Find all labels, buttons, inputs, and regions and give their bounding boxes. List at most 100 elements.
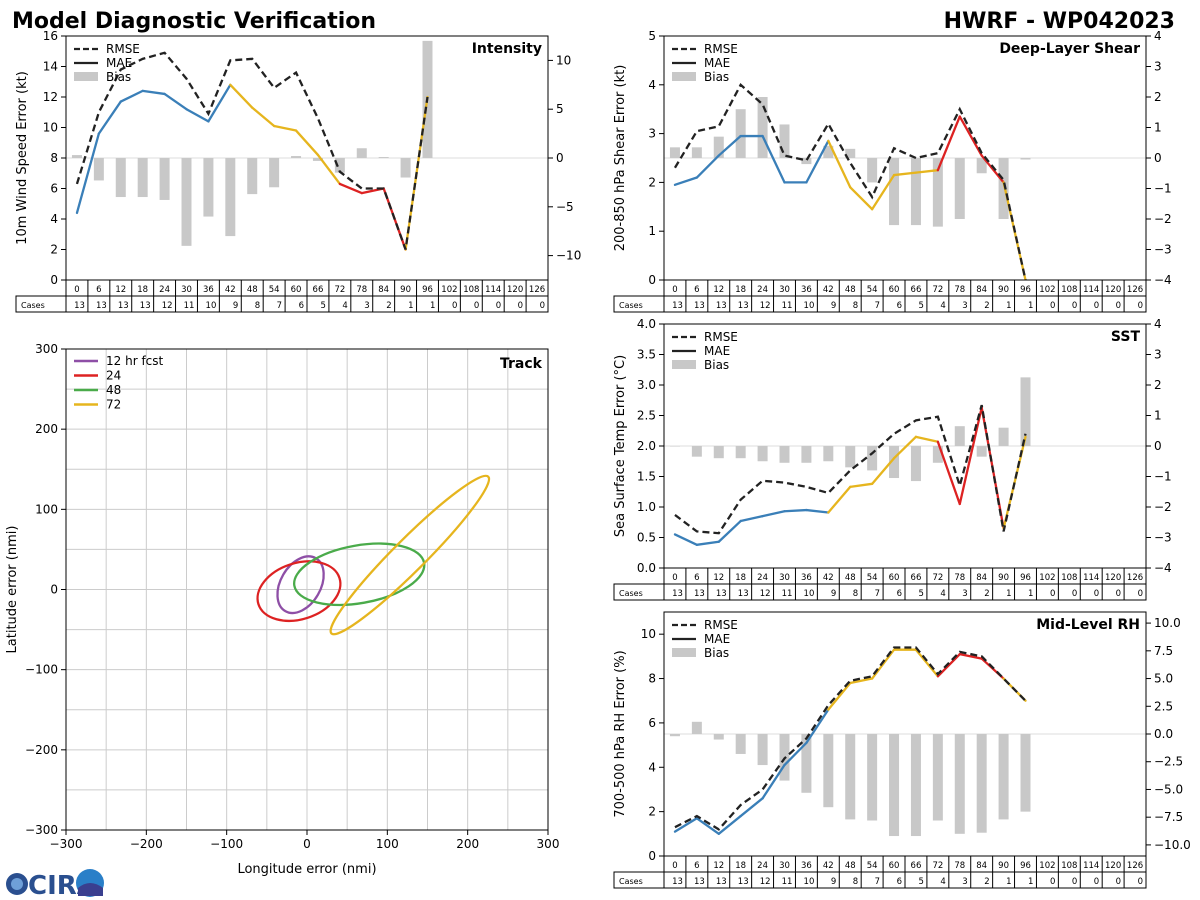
y-tick-label: −300 bbox=[25, 823, 58, 837]
case-count: 13 bbox=[672, 301, 683, 311]
legend-mae-label: MAE bbox=[704, 632, 730, 646]
mae-segment bbox=[827, 139, 852, 189]
y-tick-label: 10 bbox=[641, 627, 656, 641]
case-count: 3 bbox=[962, 301, 967, 311]
forecast-hour-label: 114 bbox=[1083, 573, 1099, 583]
forecast-hour-label: 66 bbox=[911, 573, 922, 583]
cases-row bbox=[15, 295, 549, 313]
case-count: 0 bbox=[1050, 877, 1055, 887]
case-count: 4 bbox=[342, 301, 347, 311]
forecast-hour-label: 96 bbox=[1020, 285, 1031, 295]
case-count: 3 bbox=[962, 589, 967, 599]
case-count: 0 bbox=[1094, 589, 1099, 599]
case-count: 13 bbox=[672, 877, 683, 887]
forecast-hour-label: 42 bbox=[823, 285, 834, 295]
y2-tick-label: 10 bbox=[556, 53, 571, 67]
forecast-hour-label: 90 bbox=[400, 285, 411, 295]
case-count: 1 bbox=[430, 301, 435, 311]
case-count: 1 bbox=[1006, 877, 1011, 887]
y2-tick-label: −2 bbox=[1154, 212, 1172, 226]
forecast-hour-label: 12 bbox=[713, 573, 724, 583]
figure-title: Model Diagnostic Verification bbox=[12, 9, 376, 34]
bias-bar bbox=[691, 721, 702, 734]
forecast-hour-label: 54 bbox=[867, 861, 878, 871]
bias-bar bbox=[801, 158, 812, 165]
legend-bias-label: Bias bbox=[704, 70, 729, 84]
x-tick-label: 100 bbox=[376, 837, 399, 851]
forecast-hour-label: 108 bbox=[1061, 861, 1077, 871]
forecast-hour-label: 114 bbox=[1083, 285, 1099, 295]
bias-bar bbox=[691, 446, 702, 457]
bias-bar bbox=[1020, 377, 1031, 446]
bias-bar bbox=[1020, 734, 1031, 812]
case-count: 13 bbox=[738, 301, 749, 311]
forecast-hour-label: 78 bbox=[954, 861, 965, 871]
forecast-hour-label: 60 bbox=[291, 285, 302, 295]
y-tick-label: 12 bbox=[43, 90, 58, 104]
case-count: 0 bbox=[1138, 301, 1143, 311]
bias-bar bbox=[1020, 158, 1031, 160]
bias-bar bbox=[823, 446, 834, 462]
x-tick-label: 0 bbox=[303, 837, 311, 851]
forecast-hour-label: 42 bbox=[823, 573, 834, 583]
bias-bar bbox=[181, 158, 192, 246]
case-count: 0 bbox=[452, 301, 457, 311]
case-count: 0 bbox=[1072, 301, 1077, 311]
mae-segment bbox=[783, 741, 808, 767]
case-count: 3 bbox=[962, 877, 967, 887]
forecast-hour-label: 102 bbox=[1039, 861, 1055, 871]
bias-bar bbox=[735, 109, 746, 158]
bias-bar bbox=[334, 158, 345, 173]
y-tick-label: 0 bbox=[50, 273, 58, 287]
mae-segment bbox=[695, 154, 720, 179]
mae-segment bbox=[761, 134, 786, 184]
mae-segment bbox=[97, 100, 122, 135]
rmse-series-line bbox=[673, 82, 1027, 281]
case-count: 0 bbox=[1072, 877, 1077, 887]
forecast-hour-label: 30 bbox=[779, 861, 790, 871]
mae-segment bbox=[958, 115, 983, 157]
error-ellipse-72 bbox=[329, 474, 491, 636]
y-tick-label: 0 bbox=[50, 583, 58, 597]
y2-tick-label: 0 bbox=[1154, 151, 1162, 165]
mae-segment bbox=[717, 134, 742, 157]
mae-segment bbox=[761, 763, 786, 800]
bias-bar bbox=[735, 734, 746, 754]
forecast-hour-label: 108 bbox=[1061, 285, 1077, 295]
bias-bar bbox=[998, 734, 1009, 820]
case-count: 11 bbox=[782, 589, 793, 599]
bias-bar bbox=[976, 734, 987, 833]
bias-bar bbox=[889, 734, 900, 837]
y2-tick-label: 4 bbox=[1154, 29, 1162, 43]
forecast-hour-label: 54 bbox=[867, 285, 878, 295]
y2-tick-label: −5.0 bbox=[1154, 782, 1183, 796]
mae-segment bbox=[980, 154, 1005, 184]
bias-bar bbox=[932, 446, 943, 463]
bias-bar bbox=[757, 446, 768, 462]
bias-bar bbox=[757, 97, 768, 158]
mae-segment bbox=[229, 83, 254, 109]
bias-bar bbox=[247, 158, 258, 195]
mae-segment bbox=[739, 515, 764, 523]
bias-bar bbox=[845, 148, 856, 158]
bias-bar bbox=[269, 158, 280, 188]
case-count: 8 bbox=[255, 301, 260, 311]
mae-segment bbox=[849, 186, 874, 211]
case-count: 11 bbox=[782, 877, 793, 887]
bias-bar bbox=[867, 446, 878, 471]
mae-segment bbox=[958, 406, 983, 506]
x-tick-label: 300 bbox=[537, 837, 560, 851]
case-count: 13 bbox=[716, 877, 727, 887]
bias-bar bbox=[137, 158, 148, 198]
forecast-hour-label: 84 bbox=[976, 285, 987, 295]
bias-bar bbox=[713, 446, 724, 459]
mae-segment bbox=[805, 708, 830, 745]
forecast-hour-label: 120 bbox=[1105, 861, 1121, 871]
bias-bar bbox=[954, 734, 965, 834]
forecast-hour-label: 0 bbox=[672, 285, 677, 295]
forecast-hour-label: 114 bbox=[1083, 861, 1099, 871]
forecast-hour-label: 102 bbox=[1039, 573, 1055, 583]
forecast-hour-label: 0 bbox=[672, 861, 677, 871]
y-tick-label: 4.0 bbox=[637, 317, 656, 331]
case-count: 2 bbox=[984, 589, 989, 599]
